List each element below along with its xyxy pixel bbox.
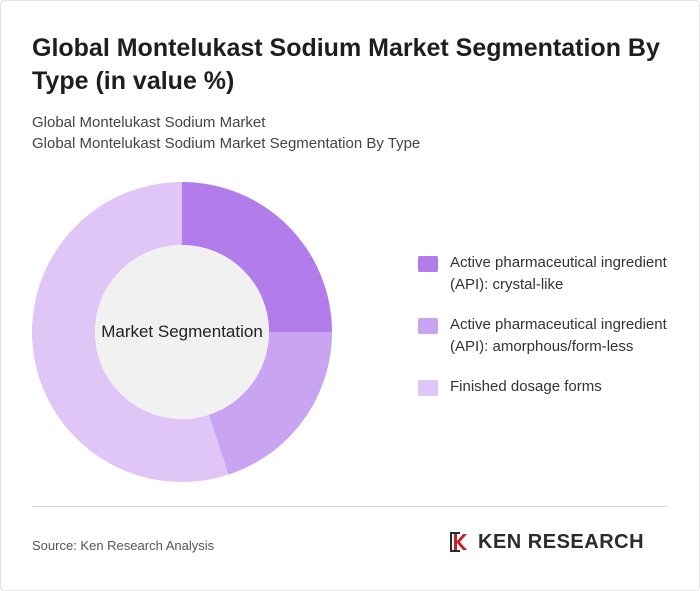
donut-chart [32, 182, 332, 482]
footer-divider [32, 506, 668, 507]
legend-swatch [418, 318, 438, 334]
legend-swatch [418, 256, 438, 272]
donut-slice-3 [32, 182, 229, 482]
legend-item: Active pharmaceutical ingredient (API): … [418, 252, 678, 296]
donut-hole [95, 245, 269, 419]
chart-subtitle-segmentation: Global Montelukast Sodium Market Segment… [32, 135, 421, 152]
legend-item: Finished dosage forms [418, 376, 678, 398]
legend-item: Active pharmaceutical ingredient (API): … [418, 314, 678, 358]
donut-slice-1 [182, 182, 332, 332]
source-note: Source: Ken Research Analysis [32, 538, 215, 553]
ken-research-logo-text: KEN RESEARCH [478, 530, 645, 553]
legend-label: Finished dosage forms [450, 378, 602, 395]
chart-title: Global Montelukast Sodium Market Segment… [32, 34, 660, 95]
chart-legend: Active pharmaceutical ingredient (API): … [418, 252, 678, 416]
legend-swatch [418, 380, 438, 396]
donut-center-label: Market Segmentation [101, 322, 263, 341]
ken-research-logo: KEN RESEARCH [448, 530, 644, 554]
ken-research-logo-icon [450, 532, 467, 552]
chart-subtitle-market: Global Montelukast Sodium Market [32, 114, 266, 131]
donut-slice-2 [208, 332, 332, 475]
legend-label: Active pharmaceutical ingredient (API): … [450, 254, 667, 293]
legend-label: Active pharmaceutical ingredient (API): … [450, 316, 667, 355]
